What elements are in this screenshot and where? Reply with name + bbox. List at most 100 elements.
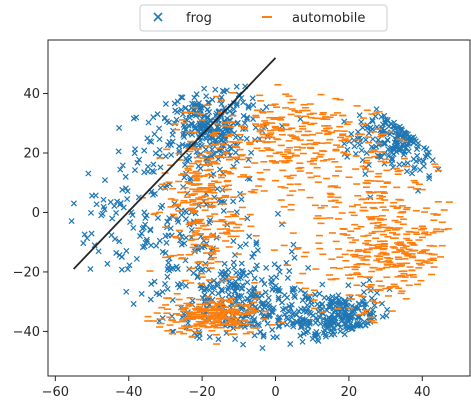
legend: frog automobile bbox=[139, 4, 388, 32]
frog-point bbox=[360, 289, 367, 296]
frog-point bbox=[404, 142, 411, 149]
frog-point bbox=[205, 109, 213, 116]
frog-point bbox=[391, 139, 398, 146]
frog-point bbox=[322, 331, 329, 338]
frog-point bbox=[248, 149, 255, 156]
frog-point bbox=[335, 310, 342, 317]
frog-point bbox=[182, 216, 189, 223]
frog-point bbox=[342, 323, 349, 330]
frog-point bbox=[238, 285, 245, 292]
frog-point bbox=[351, 143, 358, 150]
frog-point bbox=[219, 87, 226, 94]
frog-point bbox=[210, 284, 217, 291]
x-tick-label: −20 bbox=[188, 385, 215, 400]
frog-point bbox=[363, 301, 370, 308]
frog-point bbox=[304, 323, 311, 330]
frog-point bbox=[341, 331, 348, 338]
frog-point bbox=[150, 161, 157, 168]
frog-point bbox=[278, 299, 286, 306]
y-tick-label: 40 bbox=[23, 87, 40, 102]
frog-point bbox=[179, 94, 186, 101]
frog-point bbox=[219, 288, 226, 295]
frog-point bbox=[329, 293, 336, 300]
frog-point bbox=[227, 143, 234, 150]
frog-point bbox=[156, 291, 163, 298]
frog-point bbox=[314, 336, 321, 343]
frog-point bbox=[193, 91, 200, 98]
frog-point bbox=[404, 131, 411, 138]
frog-point bbox=[413, 158, 420, 165]
frog-point bbox=[297, 332, 304, 339]
frog-point bbox=[354, 314, 361, 321]
frog-point bbox=[305, 264, 312, 271]
frog-point bbox=[148, 280, 155, 288]
frog-point bbox=[87, 209, 95, 216]
frog-point bbox=[233, 209, 240, 216]
frog-point bbox=[179, 141, 186, 148]
frog-point bbox=[385, 146, 392, 153]
frog-point bbox=[260, 333, 267, 340]
frog-point bbox=[253, 241, 260, 248]
frog-point bbox=[123, 247, 130, 254]
frog-point bbox=[253, 262, 260, 269]
frog-point bbox=[245, 102, 252, 109]
frog-point bbox=[257, 329, 264, 336]
frog-point bbox=[162, 249, 169, 256]
frog-point bbox=[392, 129, 399, 136]
frog-point bbox=[141, 169, 148, 176]
frog-point bbox=[116, 124, 123, 131]
frog-point bbox=[244, 114, 251, 121]
frog-point bbox=[117, 199, 124, 207]
frog-point bbox=[251, 275, 258, 282]
frog-point bbox=[193, 148, 200, 155]
frog-point bbox=[245, 104, 252, 111]
frog-point bbox=[98, 212, 105, 219]
frog-point bbox=[288, 248, 295, 255]
frog-point bbox=[336, 296, 343, 303]
frog-point bbox=[348, 130, 355, 137]
frog-point bbox=[284, 321, 291, 328]
frog-point bbox=[143, 236, 150, 243]
frog-point bbox=[178, 94, 185, 101]
frog-point bbox=[195, 128, 202, 135]
frog-point bbox=[197, 165, 204, 172]
frog-point bbox=[145, 119, 152, 126]
x-tick-label: 20 bbox=[341, 385, 358, 400]
frog-point bbox=[214, 282, 221, 289]
frog-point bbox=[342, 309, 349, 316]
frog-point bbox=[168, 141, 175, 148]
frog-point bbox=[357, 321, 364, 328]
frog-point bbox=[173, 116, 180, 123]
frog-point bbox=[281, 292, 288, 299]
frog-point bbox=[208, 284, 215, 291]
frog-point bbox=[209, 289, 216, 296]
frog-point bbox=[251, 286, 258, 293]
y-tick-label: 20 bbox=[23, 146, 40, 161]
frog-point bbox=[309, 335, 316, 342]
frog-point bbox=[186, 156, 193, 163]
frog-point bbox=[276, 268, 283, 275]
frog-point bbox=[290, 310, 297, 317]
frog-point bbox=[141, 209, 148, 216]
frog-point bbox=[360, 281, 367, 288]
frog-point bbox=[323, 316, 330, 324]
frog-point bbox=[306, 318, 314, 325]
frog-point bbox=[214, 124, 221, 131]
frog-point bbox=[387, 131, 394, 138]
frog-point bbox=[218, 100, 225, 107]
frog-point bbox=[316, 290, 323, 297]
frog-point bbox=[313, 314, 320, 322]
frog-point bbox=[260, 331, 267, 338]
frog-point bbox=[251, 284, 258, 291]
frog-point bbox=[389, 155, 396, 162]
frog-point bbox=[263, 264, 270, 271]
frog-point bbox=[315, 331, 322, 338]
frog-point bbox=[423, 150, 430, 157]
frog-point bbox=[325, 303, 332, 310]
frog-point bbox=[300, 308, 307, 315]
frog-point bbox=[206, 333, 213, 340]
y-tick-label: 0 bbox=[32, 206, 40, 221]
frog-point bbox=[369, 118, 376, 125]
frog-point bbox=[325, 320, 332, 327]
